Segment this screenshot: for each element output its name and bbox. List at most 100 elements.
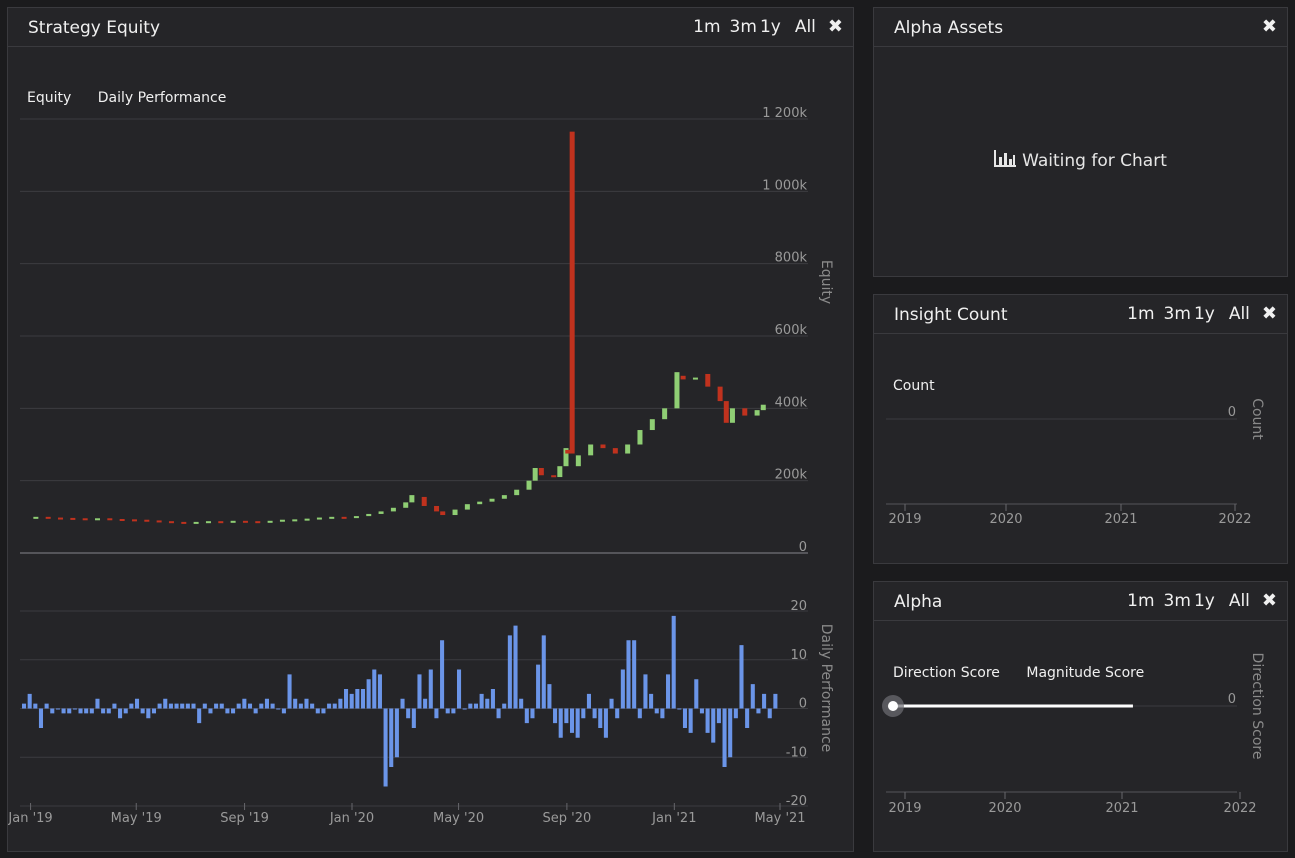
performance-bar (174, 703, 179, 709)
performance-bar (355, 689, 360, 709)
equity-candle-up (637, 430, 643, 445)
performance-bar (315, 708, 320, 714)
legend-item-equity[interactable]: Equity (27, 90, 72, 106)
range-1m-button[interactable]: 1m (1127, 303, 1155, 324)
range-1m-button[interactable]: 1m (693, 16, 721, 37)
performance-bar (479, 693, 484, 709)
performance-bar (372, 669, 377, 709)
equity-candle-down (723, 401, 729, 423)
range-3m-button[interactable]: 3m (729, 16, 757, 37)
performance-bar (411, 708, 416, 728)
performance-y-tick-label: -10 (786, 745, 807, 760)
range-1y-button[interactable]: 1y (1193, 590, 1215, 611)
performance-bar (564, 708, 569, 724)
performance-bar (445, 708, 450, 714)
performance-axis-title: Daily Performance (818, 624, 834, 753)
range-selector: 1m 3m 1y All ✖ (1119, 303, 1277, 324)
performance-bar (773, 693, 778, 709)
performance-bar (366, 679, 371, 709)
equity-y-tick-label: 400k (775, 395, 808, 410)
performance-bar (553, 708, 558, 724)
equity-candle-up (409, 495, 415, 503)
close-icon[interactable]: ✖ (1261, 590, 1277, 611)
x-tick-label: 2022 (1223, 801, 1256, 816)
range-selector: 1m 3m 1y All ✖ (1119, 590, 1277, 611)
performance-bar (253, 708, 258, 714)
equity-candle-up (292, 519, 298, 522)
equity-y-tick-label: 200k (775, 468, 808, 483)
legend-item-magnitude-score[interactable]: Magnitude Score (1026, 665, 1145, 681)
panel-title: Insight Count (894, 305, 1008, 325)
equity-candle-up (464, 504, 470, 510)
equity-candle-down (168, 521, 174, 524)
range-all-button[interactable]: All (1228, 590, 1250, 611)
x-tick-label: May '19 (111, 811, 162, 826)
range-3m-button[interactable]: 3m (1163, 590, 1191, 611)
range-all-button[interactable]: All (1228, 303, 1250, 324)
performance-bar (327, 703, 332, 709)
range-1m-button[interactable]: 1m (1127, 590, 1155, 611)
performance-bar (558, 708, 563, 738)
range-1y-button[interactable]: 1y (1193, 303, 1215, 324)
range-selector: ✖ (1250, 16, 1277, 37)
equity-candle-down (538, 468, 544, 476)
equity-candle-up (390, 507, 396, 512)
performance-bar (400, 698, 405, 709)
performance-bar (671, 615, 676, 709)
range-3m-button[interactable]: 3m (1163, 303, 1191, 324)
equity-candle-down (107, 518, 113, 521)
performance-bar (129, 703, 134, 709)
performance-bar (27, 693, 32, 709)
x-tick-label: May '21 (754, 811, 805, 826)
equity-candle-down (82, 518, 88, 521)
performance-bar (434, 708, 439, 719)
range-selector: 1m 3m 1y All ✖ (685, 16, 843, 37)
performance-bar (660, 708, 665, 719)
performance-bar (547, 684, 552, 709)
equity-y-tick-label: 800k (775, 251, 808, 266)
x-tick-label: 2020 (988, 801, 1021, 816)
performance-bar (598, 708, 603, 728)
equity-chart: 0 200k 400k 600k 800k 1 000k 1 200k Equity 20 10 0… (8, 106, 834, 826)
panel-title: Alpha Assets (894, 18, 1004, 38)
close-icon[interactable]: ✖ (827, 16, 843, 37)
equity-candle-up (760, 404, 766, 411)
performance-y-tick-label: 20 (790, 599, 807, 614)
performance-bar (739, 645, 744, 709)
range-all-button[interactable]: All (794, 16, 816, 37)
performance-y-tick-label: 0 (799, 697, 807, 712)
equity-y-tick-label: 600k (775, 323, 808, 338)
legend-item-direction-score[interactable]: Direction Score (893, 665, 1000, 681)
performance-bar (101, 708, 106, 714)
x-tick-label: 2020 (989, 512, 1022, 527)
x-tick-label: 2019 (888, 512, 921, 527)
performance-bar (163, 698, 168, 709)
performance-bar (620, 669, 625, 709)
performance-bar (643, 674, 648, 709)
performance-bar (270, 703, 275, 709)
equity-candle-up (729, 408, 735, 423)
close-icon[interactable]: ✖ (1261, 303, 1277, 324)
equity-candle-up (557, 466, 563, 478)
performance-bar (394, 708, 399, 758)
x-tick-label: May '20 (433, 811, 484, 826)
performance-bar (281, 708, 286, 714)
performance-bar (654, 708, 659, 714)
equity-candle-up (193, 521, 199, 524)
performance-bar (536, 664, 541, 709)
equity-y-tick-label: 1 200k (762, 106, 807, 121)
panel-title: Strategy Equity (28, 18, 160, 38)
range-1y-button[interactable]: 1y (759, 16, 781, 37)
performance-bar (344, 689, 349, 709)
equity-candle-down (58, 517, 64, 520)
panel-header: Alpha 1m 3m 1y All ✖ (874, 582, 1287, 621)
performance-bar (84, 708, 89, 714)
performance-bar (682, 708, 688, 728)
legend-item-daily-performance[interactable]: Daily Performance (97, 90, 227, 106)
legend-item-count[interactable]: Count (893, 378, 935, 394)
performance-bar (711, 708, 716, 743)
equity-candle-down (421, 496, 427, 506)
performance-bar (688, 708, 693, 733)
performance-bar (733, 708, 738, 719)
close-icon[interactable]: ✖ (1261, 16, 1277, 37)
